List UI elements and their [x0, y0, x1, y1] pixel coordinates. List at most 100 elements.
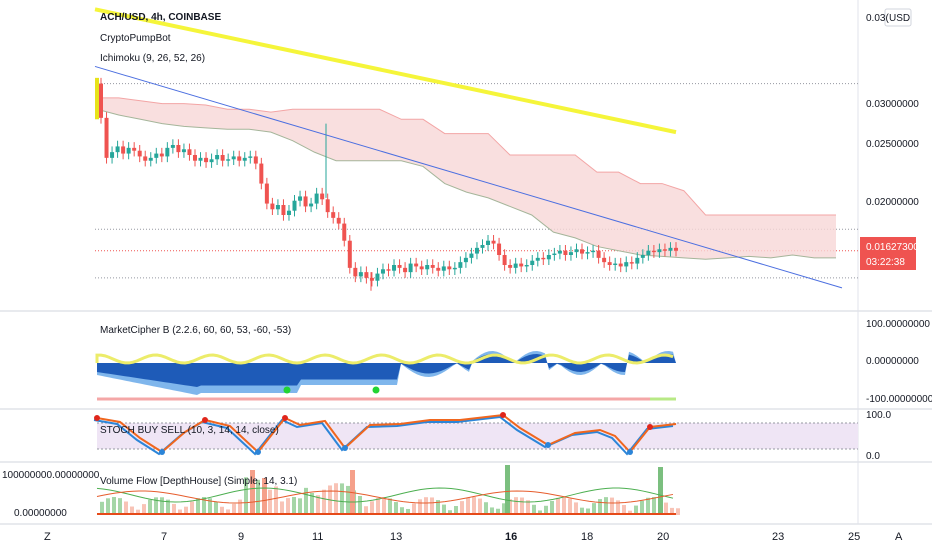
candle-body [121, 146, 126, 154]
stoch-k-line [96, 413, 677, 454]
candle-body [447, 266, 452, 270]
x-tick-13: 13 [390, 531, 402, 543]
candle-body [259, 163, 264, 184]
candle-body [170, 145, 175, 148]
candle-body [668, 247, 673, 251]
candle-body [237, 156, 242, 161]
candle-body [591, 250, 596, 253]
volume-bar [646, 497, 650, 515]
candle-body [392, 265, 397, 271]
volume-bar [166, 499, 170, 515]
mcb-buy-dot [283, 386, 291, 394]
volume-bar [460, 501, 464, 515]
volume-bar [580, 507, 584, 515]
candle-body [292, 200, 297, 211]
price-tick-030: 0.03000000 [866, 99, 919, 110]
candle-body [502, 255, 507, 265]
mcb-tick-neg100: -100.00000000 [866, 394, 932, 405]
candle-body [602, 257, 607, 263]
candle-body [215, 155, 220, 160]
candle-body [148, 157, 153, 161]
x-tick-18: 18 [581, 531, 593, 543]
candle-body [530, 260, 535, 265]
candle-body [657, 249, 662, 253]
candle-body [110, 152, 115, 158]
stoch-sell-dot [647, 424, 653, 430]
x-tick-20: 20 [657, 531, 669, 543]
trendline-blue [94, 65, 843, 289]
price-countdown: 03:22:38 [866, 257, 905, 268]
candle-body [358, 272, 363, 277]
volume-bar [496, 508, 500, 515]
volume-flow-pane [96, 465, 680, 515]
candle-body [298, 196, 303, 201]
symbol-title: ACH/USD, 4h, COINBASE [100, 12, 221, 23]
candle-body [220, 155, 225, 161]
stoch-sell-dot [282, 415, 288, 421]
volume-bar [112, 497, 116, 515]
timezone-icon[interactable]: Z [44, 531, 51, 543]
candle-body [364, 272, 369, 278]
candle-body [563, 250, 568, 255]
volume-bar [346, 485, 350, 515]
candle-body [137, 150, 142, 157]
volume-bar [220, 506, 224, 515]
volume-bar [124, 501, 128, 515]
volume-bar [214, 501, 218, 515]
candle-body [458, 262, 463, 268]
candle-body [303, 196, 308, 207]
currency-button[interactable] [884, 8, 912, 27]
volume-bar [190, 501, 194, 515]
candle-body [552, 253, 557, 255]
x-tick-25: 25 [848, 531, 860, 543]
volume-bar [232, 503, 236, 515]
candle-body [187, 149, 192, 155]
candle-body [264, 183, 269, 204]
volume-bar [256, 479, 260, 515]
cloud-area [97, 97, 836, 260]
volume-bar [436, 500, 440, 515]
candle-body [309, 203, 314, 207]
stoch-buy-dot [545, 442, 551, 448]
candle-body [640, 255, 645, 258]
volume-bar [616, 500, 620, 515]
volume-bar [406, 508, 410, 515]
volume-bar [376, 498, 380, 515]
price-tick-020: 0.02000000 [866, 197, 919, 208]
volume-bar [244, 477, 248, 515]
market-cipher-pane [95, 351, 676, 401]
candle-body [209, 159, 214, 163]
vol-tick-zero: 0.00000000 [14, 508, 67, 519]
volume-bar [178, 509, 182, 515]
volume-buy-line [96, 487, 674, 503]
volume-label: Volume Flow [DepthHouse] (Simple, 14, 3.… [100, 476, 297, 487]
candle-body [375, 273, 380, 281]
candle-body [452, 267, 457, 270]
candle-body [325, 199, 330, 213]
candle-body [336, 217, 341, 224]
candle-body [546, 255, 551, 260]
stoch-sell-dot [202, 417, 208, 423]
volume-bar [604, 497, 608, 515]
volume-bar [388, 498, 392, 515]
price-tick-top: 0.03( [866, 13, 889, 24]
volume-bar [142, 504, 146, 515]
candle-body [331, 212, 336, 218]
volume-bar [442, 504, 446, 515]
candle-body [541, 257, 546, 260]
auto-scale-icon[interactable]: A [895, 531, 903, 543]
volume-bar [304, 487, 308, 515]
indicator-cryptopumpbot: CryptoPumpBot [100, 33, 171, 44]
candle-body [369, 277, 374, 281]
candle-body [231, 156, 236, 160]
volume-bar [202, 497, 206, 515]
candle-body [491, 240, 496, 244]
candle-body [386, 269, 391, 271]
volume-bar [286, 498, 290, 515]
candle-body [425, 265, 430, 270]
volume-bar [424, 497, 428, 515]
candle-body [226, 159, 231, 161]
candle-body [198, 157, 203, 161]
